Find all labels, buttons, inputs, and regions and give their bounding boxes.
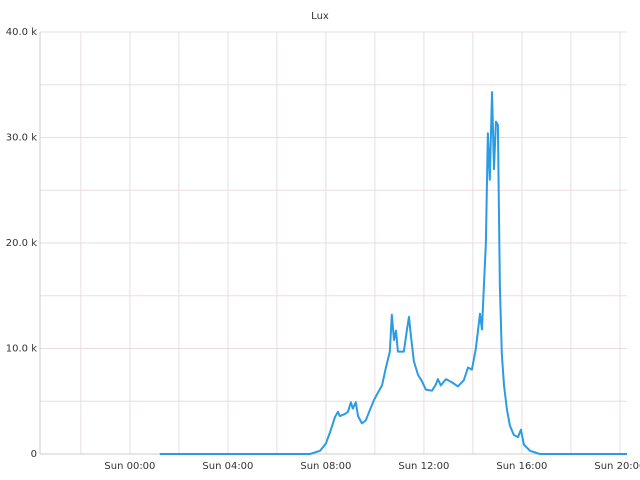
y-tick-label: 40.0 k — [6, 27, 37, 38]
y-tick-label: 0 — [31, 449, 37, 460]
x-tick-label: Sun 00:00 — [104, 461, 155, 472]
y-tick-label: 20.0 k — [6, 238, 37, 249]
x-tick-label: Sun 20:00 — [594, 461, 640, 472]
x-tick-label: Sun 04:00 — [202, 461, 253, 472]
x-tick-label: Sun 12:00 — [398, 461, 449, 472]
x-tick-label: Sun 16:00 — [496, 461, 547, 472]
data-line — [159, 91, 627, 455]
y-tick-label: 10.0 k — [6, 344, 37, 355]
x-tick-label: Sun 08:00 — [300, 461, 351, 472]
chart-title: Lux — [311, 11, 329, 22]
y-tick-label: 30.0 k — [6, 133, 37, 144]
